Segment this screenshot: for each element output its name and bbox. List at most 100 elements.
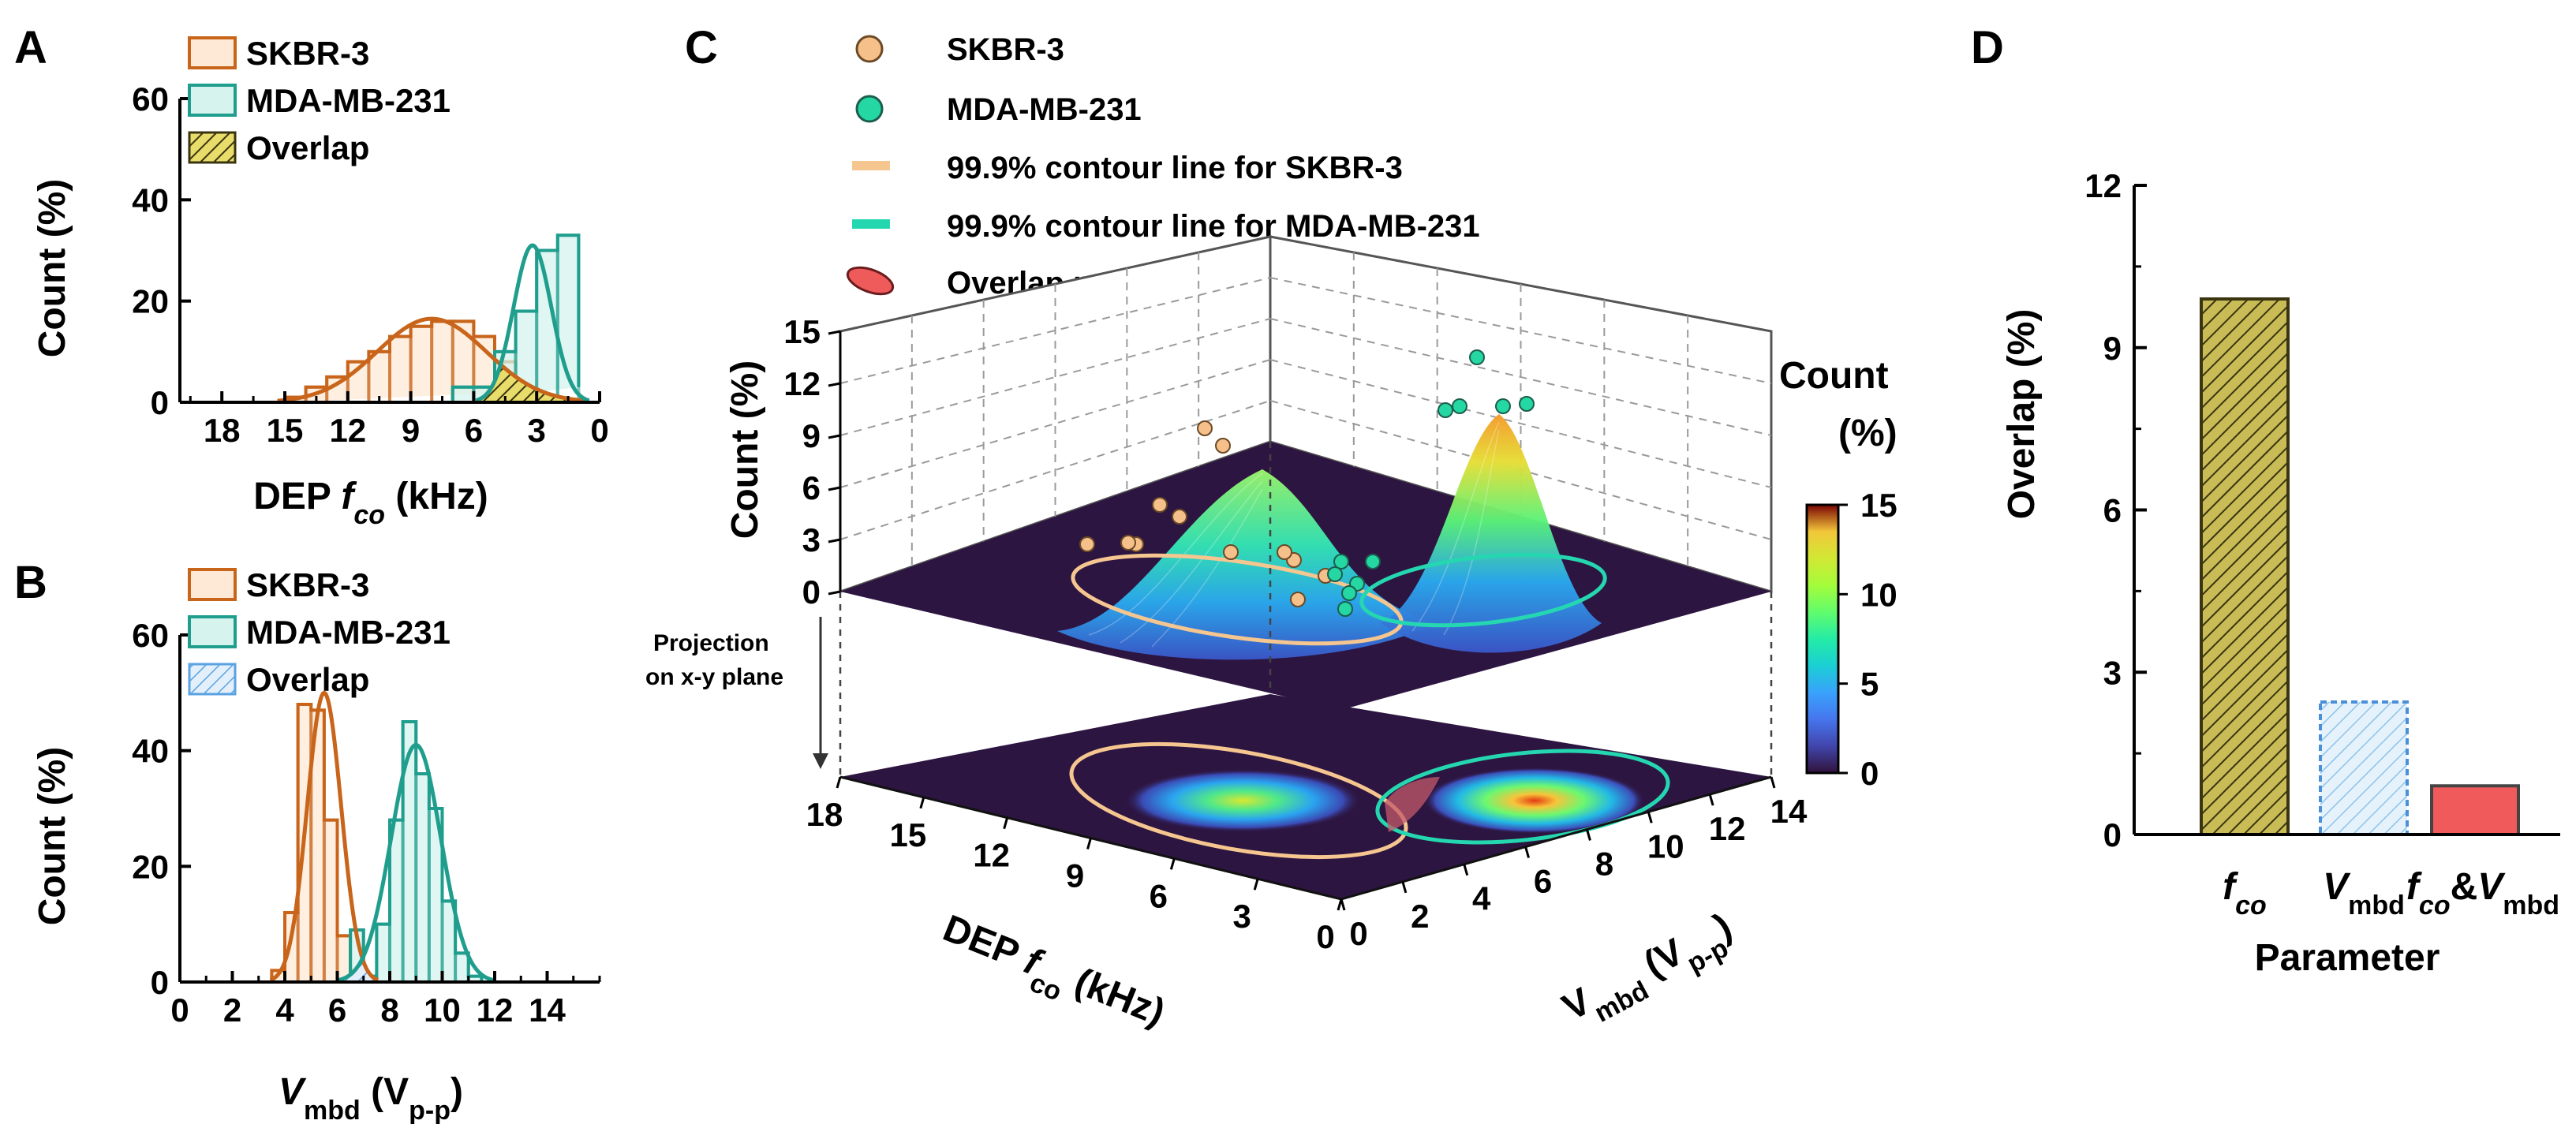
x-tick [1253,878,1259,891]
panel-b-xlabel: Vmbd (Vp-p) [279,1071,463,1124]
panel-c-ylabel: Vmbd (Vp-p) [1556,906,1744,1040]
colorbar-tick-label: 10 [1860,576,1897,613]
y-tick [1708,794,1714,806]
x-tick-label: 8 [380,991,398,1029]
legend-swatch-overlap [188,663,237,696]
x-tick-label: 9 [402,412,420,449]
x-tick-label-combined: fco&Vmbd [2406,866,2559,920]
y-tick [1401,881,1408,894]
y-tick-label: 0 [151,964,169,1001]
y-tick-label: 0 [1349,915,1367,952]
x-tick [836,776,842,789]
panel-letter-d: D [1971,22,2004,73]
scatter-point-skbr3 [1277,544,1292,560]
legend-label-overlap: Overlap [246,129,369,166]
y-tick-label: 2 [1411,898,1429,935]
y-tick-label: 12 [2084,167,2122,204]
legend-label-contour-skbr3: 99.9% contour line for SKBR-3 [947,151,1403,185]
y-tick-label: 20 [132,848,169,885]
x-tick [1086,838,1092,850]
y-tick [1524,846,1531,858]
legend-label-skbr3: SKBR-3 [246,566,369,603]
x-tick-label-vmbd: Vmbd [2323,866,2405,920]
z-tick [828,590,841,596]
x-tick-label: 4 [275,991,294,1029]
panel-d-plot-area [2200,297,2520,837]
fit-curve-0 [277,316,586,403]
legend-marker-skbr3 [855,35,884,63]
z-tick [828,330,841,335]
y-tick-label: 40 [132,181,169,218]
panel-letter-c: C [685,22,718,73]
projection-density-mda [1424,767,1645,834]
z-tick [828,434,841,439]
panel-b-legend: SKBR-3 MDA-MB-231 Overlap [188,566,451,698]
x-tick-label: 18 [204,412,241,449]
x-tick [1003,817,1009,830]
y-tick [1647,811,1653,823]
panel-c-zlabel: Count (%) [724,360,766,540]
surface-peak-mda [1381,414,1602,653]
scatter-point-skbr3 [1197,420,1213,436]
y-tick [1770,776,1776,789]
legend-label-mda: MDA-MB-231 [246,82,451,119]
panel-b-plot-area [269,690,494,984]
scatter-point-mda [1327,566,1343,582]
scatter-point-skbr3 [1215,438,1231,454]
y-tick-label: 12 [1709,810,1746,847]
scatter-point-mda [1452,398,1467,414]
colorbar-ticks: 0 5 10 15 [1838,487,1897,792]
x-tick-label: 18 [806,796,843,833]
x-tick-label: 0 [170,991,189,1029]
panel-c-xlabel: DEP fco (kHz) [933,907,1171,1045]
panel-c: C SKBR-3 MDA-MB-231 99.9% contour line f… [645,22,1897,1045]
scatter-point-mda [1333,554,1349,569]
fit-curve-1 [475,243,590,403]
scatter-point-mda [1438,402,1453,418]
lower-contour-mda [1375,749,1670,845]
x-tick-label: 6 [328,991,346,1029]
bar-1 [2319,700,2409,836]
panel-a-xlabel: DEP fco (kHz) [253,476,488,530]
y-tick [1463,864,1469,876]
z-tick-label: 12 [783,365,821,402]
y-tick-label: 0 [151,384,169,421]
panel-b-ylabel: Count (%) [32,747,73,926]
fit-curve-0 [269,690,379,982]
scatter-point-skbr3 [1120,535,1136,551]
y-tick-label: 60 [132,80,169,118]
scatter-point-mda [1341,585,1357,601]
x-tick-label: 15 [889,816,926,853]
panel-c-colorbar: Count (%) 0 5 10 15 [1779,355,1897,792]
scatter-point-skbr3 [1172,509,1187,525]
x-tick-label: 15 [267,412,304,449]
upper-contour-mda [1359,552,1607,628]
panel-a-ylabel: Count (%) [32,179,73,358]
legend-swatch-overlap [188,131,237,164]
hist-step-1 [451,233,581,402]
panel-d-axes: 0 3 6 9 12 fco Vmbd fco&Vmbd [2084,167,2560,920]
hist-step-0 [283,319,518,402]
bar-0 [2200,297,2290,836]
legend-label-skbr3: SKBR-3 [246,35,369,72]
lower-contour-skbr3 [1069,741,1408,860]
panel-c-scatter [1079,349,1535,617]
z-tick-label: 0 [802,573,821,611]
x-tick-label: 10 [424,991,461,1029]
colorbar-unit: (%) [1838,413,1897,454]
y-tick-label: 6 [2103,492,2122,529]
x-tick-label: 9 [1066,857,1084,894]
legend-swatch-mda [188,615,237,648]
y-tick-label: 40 [132,733,169,770]
scatter-point-skbr3 [1152,497,1168,513]
panel-d-xlabel: Parameter [2255,937,2440,979]
colorbar-tick-label: 5 [1860,666,1879,703]
x-tick-label: 2 [223,991,241,1029]
x-tick-label: 6 [1150,877,1168,914]
fit-curve-1 [338,742,494,983]
y-tick-label: 4 [1472,880,1491,917]
scatter-point-skbr3 [1290,592,1306,607]
scatter-point-mda [1469,349,1485,365]
y-tick-label: 60 [132,617,169,654]
